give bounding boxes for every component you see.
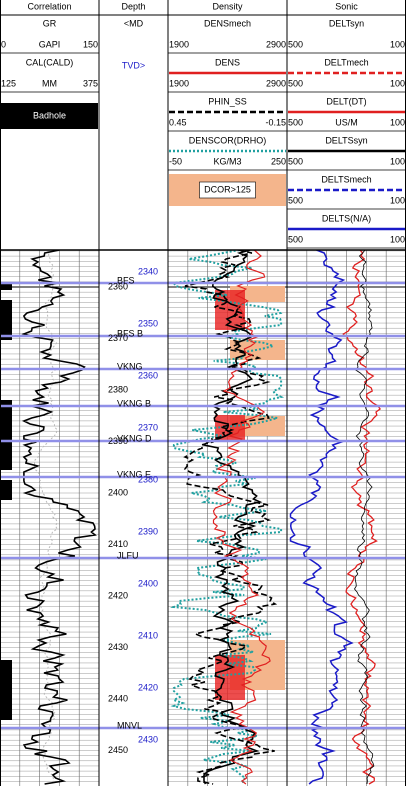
scale-max: 100 xyxy=(390,234,405,244)
md-label: 2390 xyxy=(108,436,128,446)
scale-max: 100 xyxy=(390,117,405,127)
badhole-mark xyxy=(0,282,12,290)
formation-label: VKNG xyxy=(117,361,143,371)
md-label: 2430 xyxy=(108,642,128,652)
md-label: 2360 xyxy=(108,281,128,291)
scale-min: 500 xyxy=(288,234,303,244)
scale-max: 250 xyxy=(271,156,286,166)
scale-min: 500 xyxy=(288,39,303,49)
flag-label: Badhole xyxy=(33,110,66,120)
scale-unit: KG/M3 xyxy=(213,156,241,166)
scale-min: 500 xyxy=(288,117,303,127)
curve-name: DENS xyxy=(215,57,240,67)
log-curve xyxy=(354,249,375,785)
scale-max: 100 xyxy=(390,156,405,166)
curve-name: DELTSmech xyxy=(321,174,371,184)
tvd-label: 2370 xyxy=(138,422,158,432)
scale-max: 100 xyxy=(390,195,405,205)
scale-min: 500 xyxy=(288,156,303,166)
track-title: Sonic xyxy=(335,1,358,11)
curve-name: GR xyxy=(43,18,57,28)
scale-min: 0.45 xyxy=(169,117,187,127)
curve-name: DENSmech xyxy=(204,18,251,28)
curve-name: DELTSsyn xyxy=(325,135,367,145)
scale-min: 1900 xyxy=(169,39,189,49)
scale-min: 125 xyxy=(1,78,16,88)
formation-label: BFS xyxy=(117,275,135,285)
curve-name: DELTmech xyxy=(324,57,368,67)
formation-label: VKNG B xyxy=(117,398,151,408)
track-title: Depth xyxy=(121,1,145,11)
badhole-mark xyxy=(0,300,12,340)
track-title: Density xyxy=(212,1,243,11)
badhole-mark xyxy=(0,400,12,470)
scale-min: 0 xyxy=(1,39,6,49)
md-label: 2440 xyxy=(108,693,128,703)
scale-max: 100 xyxy=(390,78,405,88)
curve-name: DELTS(N/A) xyxy=(322,213,371,223)
tvd-label: 2390 xyxy=(138,526,158,536)
tvd-label: 2350 xyxy=(138,318,158,328)
scale-min: -50 xyxy=(169,156,182,166)
scale-unit: US/M xyxy=(335,117,358,127)
scale-min: 1900 xyxy=(169,78,189,88)
flag-label: DCOR>125 xyxy=(204,184,251,194)
md-header: <MD xyxy=(124,18,144,28)
tvd-label: 2430 xyxy=(138,734,158,744)
curve-name: DENSCOR(DRHO) xyxy=(189,135,267,145)
scale-max: 375 xyxy=(83,78,98,88)
badhole-mark xyxy=(0,660,12,720)
log-curve xyxy=(289,249,354,785)
scale-max: 2900 xyxy=(266,78,286,88)
scale-max: 2900 xyxy=(266,39,286,49)
formation-label: JLFU xyxy=(117,550,139,560)
md-label: 2420 xyxy=(108,590,128,600)
tvd-label: 2380 xyxy=(138,474,158,484)
scale-min: 500 xyxy=(288,195,303,205)
log-curve xyxy=(202,249,263,785)
md-label: 2400 xyxy=(108,487,128,497)
tvd-label: 2340 xyxy=(138,266,158,276)
curve-name: DELT(DT) xyxy=(326,96,366,106)
scale-max: 150 xyxy=(83,39,98,49)
md-label: 2450 xyxy=(108,745,128,755)
tvd-label: 2410 xyxy=(138,630,158,640)
tvd-header: TVD> xyxy=(122,60,145,70)
md-label: 2370 xyxy=(108,333,128,343)
log-curve xyxy=(21,249,97,785)
flag-label-bg xyxy=(199,181,256,199)
tvd-label: 2360 xyxy=(138,370,158,380)
scale-max: -0.15 xyxy=(265,117,286,127)
log-curve xyxy=(212,249,271,785)
curve-name: PHIN_SS xyxy=(208,96,247,106)
scale-min: 500 xyxy=(288,78,303,88)
formation-label: MNVL xyxy=(117,720,142,730)
formation-label: BFS B xyxy=(117,328,143,338)
log-curve xyxy=(342,249,381,785)
scale-unit: MM xyxy=(42,78,57,88)
log-curve xyxy=(33,249,58,785)
curve-name: DELTsyn xyxy=(329,18,364,28)
md-label: 2380 xyxy=(108,384,128,394)
scale-max: 100 xyxy=(390,39,405,49)
md-label: 2410 xyxy=(108,539,128,549)
curve-name: CAL(CALD) xyxy=(26,57,74,67)
badhole-mark xyxy=(0,480,12,500)
scale-unit: GAPI xyxy=(39,39,61,49)
tvd-label: 2420 xyxy=(138,682,158,692)
formation-label: VKNG E xyxy=(117,469,151,479)
track-title: Correlation xyxy=(27,1,71,11)
flag-box xyxy=(1,103,98,129)
formation-label: VKNG D xyxy=(117,433,152,443)
tvd-label: 2400 xyxy=(138,578,158,588)
